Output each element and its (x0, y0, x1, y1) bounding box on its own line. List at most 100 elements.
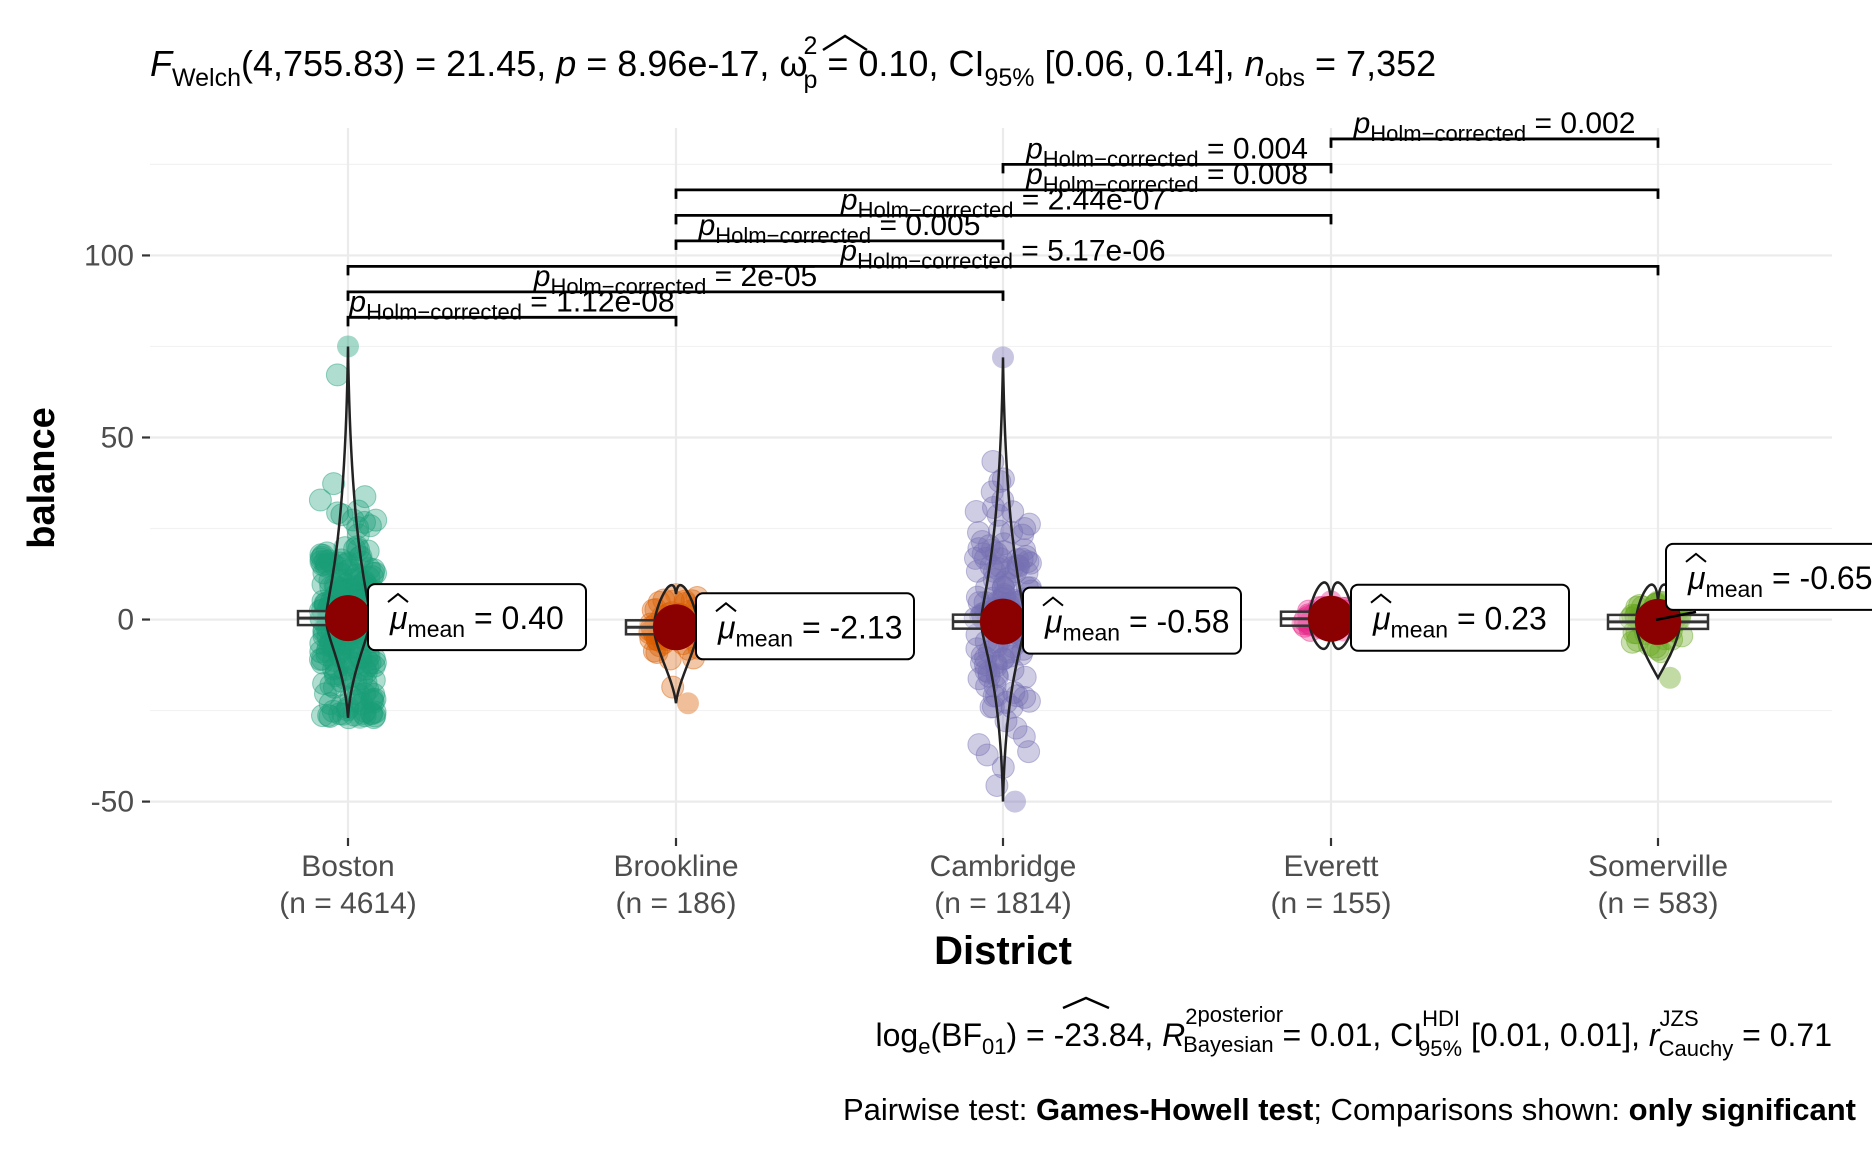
data-point (363, 704, 387, 728)
caption-bayes-factor: loge(BF01) = -23.84, R2posterior Bayesian… (876, 1002, 1832, 1061)
mu-hat-icon (1685, 552, 1707, 563)
data-point (967, 667, 991, 691)
data-point (967, 537, 991, 561)
data-point (341, 508, 365, 532)
y-axis-title: balance (21, 407, 63, 549)
bracket-label: pHolm−corrected = 5.17e-06 (839, 234, 1165, 273)
data-point (311, 543, 335, 567)
x-tick-label: Brookline (613, 850, 738, 883)
data-point (981, 695, 1005, 719)
data-point (677, 692, 699, 715)
data-point (352, 701, 375, 725)
x-tick-label: Boston (301, 850, 394, 883)
data-point (328, 640, 352, 664)
data-point (1000, 695, 1024, 719)
bracket-line (674, 213, 1333, 225)
data-point (362, 654, 386, 678)
data-point (353, 700, 377, 723)
chart-title: FWelch(4,755.83) = 21.45, p = 8.96e-17, … (150, 32, 1436, 94)
data-point (349, 706, 371, 729)
pairwise-brackets: pHolm−corrected = 1.12e-08 pHolm−correcte… (346, 107, 1660, 327)
data-point (343, 567, 367, 591)
r2-hat-icon (1062, 996, 1110, 1010)
data-point (309, 648, 332, 671)
data-point (319, 673, 343, 697)
x-tick-label: Cambridge (930, 850, 1077, 883)
omega-hat-icon (822, 34, 868, 52)
mean-point (1308, 595, 1354, 642)
mean-label-box (695, 592, 915, 661)
data-point (314, 682, 337, 706)
x-tick-count-label: (n = 4614) (279, 887, 417, 920)
data-point (1017, 740, 1041, 764)
data-point (363, 651, 387, 675)
mu-hat-icon (387, 592, 409, 603)
data-point (311, 704, 334, 728)
mean-label-box (1665, 542, 1872, 611)
bracket-line (346, 315, 678, 327)
data-point (1004, 790, 1026, 813)
bracket-line (346, 264, 1660, 276)
data-point (998, 644, 1022, 668)
data-point (353, 704, 377, 728)
data-point (336, 551, 360, 575)
data-point (993, 570, 1017, 594)
bracket-line (674, 239, 1005, 250)
data-point (318, 705, 342, 728)
bracket-line (1001, 163, 1333, 174)
data-point (1013, 685, 1037, 709)
x-tick-label: Everett (1283, 850, 1379, 883)
data-point (361, 690, 385, 714)
data-point (353, 510, 376, 534)
comparison-bracket: pHolm−corrected = 5.17e-06 (346, 234, 1660, 276)
data-point (309, 547, 333, 571)
data-point (986, 503, 1010, 527)
comparison-bracket: pHolm−corrected = 0.004 (1001, 132, 1333, 174)
data-point (982, 496, 1005, 519)
mean-label-text: μmean = -0.58 (1044, 604, 1229, 646)
data-point (322, 472, 346, 496)
mu-hat-icon (715, 602, 737, 613)
data-point (314, 554, 338, 578)
mean-label-box (1350, 583, 1570, 652)
violin (324, 346, 372, 718)
data-point (1012, 725, 1036, 749)
data-point (360, 702, 384, 726)
mean-label-everett: μmean = 0.23 (1350, 583, 1570, 652)
data-point (353, 657, 377, 681)
data-point (356, 678, 380, 702)
bracket-line (674, 188, 1660, 199)
data-point (314, 549, 337, 573)
data-point (328, 702, 352, 726)
data-point (1001, 500, 1025, 524)
data-point (329, 562, 353, 586)
data-point (335, 559, 359, 583)
data-point (360, 689, 384, 712)
data-point (358, 514, 382, 538)
y-tick-label: 0 (117, 604, 134, 637)
mean-labels: μmean = 0.40 μmean = -2.13 μmean = -0.58 μm… (367, 542, 1872, 661)
bracket-line (346, 290, 1005, 301)
caption-pairwise: Pairwise test: Games-Howell test; Compar… (843, 1092, 1856, 1127)
data-point (991, 647, 1015, 671)
x-tick-count-label: (n = 583) (1598, 887, 1719, 920)
bracket-line (1329, 137, 1660, 148)
data-point (977, 534, 1001, 558)
data-point (315, 541, 339, 565)
group-somerville (1606, 583, 1710, 689)
data-point (987, 554, 1011, 578)
data-point (312, 561, 336, 585)
data-point (362, 682, 386, 706)
data-point (311, 647, 334, 671)
data-point (965, 637, 989, 661)
x-axis-title: District (934, 929, 1072, 973)
data-point (991, 647, 1015, 671)
x-tick-count-label: (n = 186) (616, 887, 737, 920)
data-point (309, 640, 333, 664)
data-point (992, 540, 1016, 563)
data-point (356, 539, 380, 563)
data-point (310, 651, 334, 675)
violin (979, 357, 1027, 802)
axes: -50 0 50 100 Boston (n = 4614) Brookline (n = 1… (84, 239, 1728, 920)
